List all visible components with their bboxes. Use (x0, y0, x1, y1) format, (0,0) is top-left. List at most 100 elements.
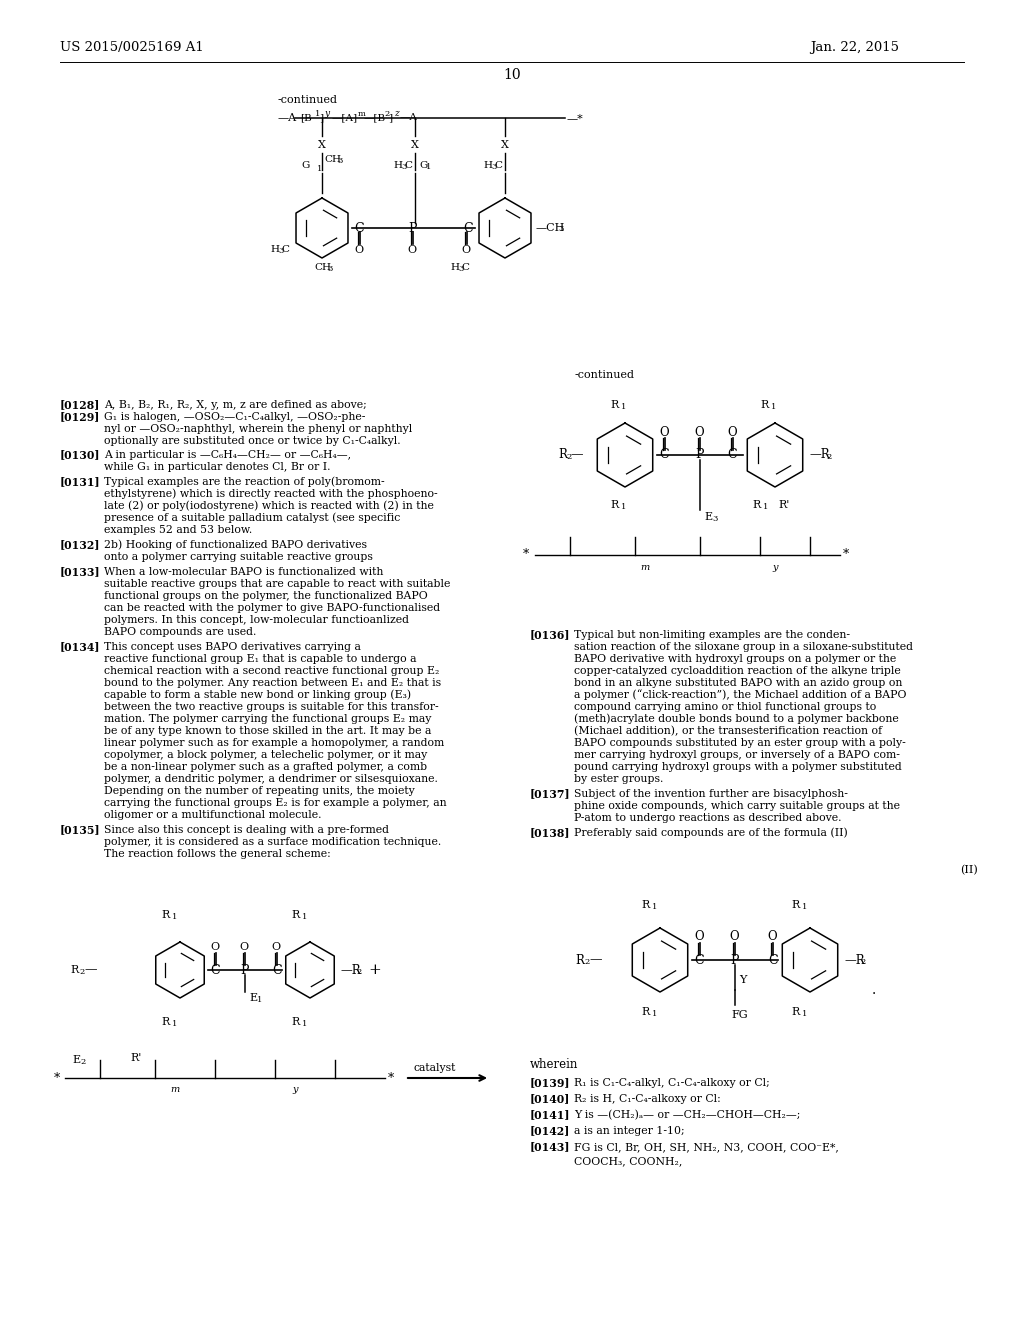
Text: —*: —* (567, 114, 584, 123)
Text: O: O (354, 246, 364, 255)
Text: *: * (843, 549, 849, 561)
Text: X: X (318, 140, 326, 150)
Text: C: C (463, 222, 473, 235)
Text: E: E (72, 1055, 80, 1065)
Text: E: E (249, 993, 257, 1003)
Text: bound to the polymer. Any reaction between E₁ and E₂ that is: bound to the polymer. Any reaction betwe… (104, 678, 441, 688)
Text: O: O (211, 942, 219, 952)
Text: 3: 3 (712, 515, 718, 523)
Text: 1: 1 (257, 997, 262, 1005)
Text: 3: 3 (490, 162, 497, 172)
Text: *: * (54, 1072, 60, 1085)
Text: O: O (694, 425, 703, 438)
Text: O: O (767, 931, 777, 944)
Text: O: O (462, 246, 471, 255)
Text: ]: ] (319, 114, 324, 123)
Text: A in particular is —C₆H₄—CH₂— or —C₆H₄—,: A in particular is —C₆H₄—CH₂— or —C₆H₄—, (104, 450, 351, 459)
Text: O: O (727, 425, 737, 438)
Text: C: C (281, 246, 289, 255)
Text: [0131]: [0131] (60, 477, 100, 487)
Text: R₂ is H, C₁-C₄-alkoxy or Cl:: R₂ is H, C₁-C₄-alkoxy or Cl: (574, 1094, 721, 1104)
Text: Typical but non-limiting examples are the conden-: Typical but non-limiting examples are th… (574, 630, 850, 640)
Text: Depending on the number of repeating units, the moiety: Depending on the number of repeating uni… (104, 785, 415, 796)
Text: H: H (393, 161, 402, 170)
Text: 3: 3 (337, 157, 342, 165)
Text: 3: 3 (401, 162, 407, 172)
Text: 2: 2 (584, 958, 589, 966)
Text: C: C (659, 449, 669, 462)
Text: 3: 3 (278, 247, 284, 255)
Text: between the two reactive groups is suitable for this transfor-: between the two reactive groups is suita… (104, 702, 438, 711)
Text: y: y (772, 562, 778, 572)
Text: 3: 3 (327, 265, 333, 273)
Text: O: O (408, 246, 417, 255)
Text: E: E (705, 512, 712, 521)
Text: —A: —A (400, 114, 418, 123)
Text: -continued: -continued (278, 95, 338, 106)
Text: 1: 1 (302, 1020, 307, 1028)
Text: [B: [B (300, 114, 311, 123)
Text: 10: 10 (503, 69, 521, 82)
Text: 1: 1 (652, 1010, 657, 1018)
Text: R: R (642, 900, 650, 909)
Text: H: H (270, 246, 279, 255)
Text: CH: CH (314, 264, 331, 272)
Text: US 2015/0025169 A1: US 2015/0025169 A1 (60, 41, 204, 54)
Text: The reaction follows the general scheme:: The reaction follows the general scheme: (104, 849, 331, 859)
Text: 1: 1 (302, 913, 307, 921)
Text: 2: 2 (566, 453, 571, 461)
Text: m: m (170, 1085, 179, 1094)
Text: oligomer or a multifunctional molecule.: oligomer or a multifunctional molecule. (104, 810, 322, 820)
Text: G: G (419, 161, 427, 170)
Text: This concept uses BAPO derivatives carrying a: This concept uses BAPO derivatives carry… (104, 642, 360, 652)
Text: Y: Y (739, 975, 746, 985)
Text: be of any type known to those skilled in the art. It may be a: be of any type known to those skilled in… (104, 726, 431, 737)
Text: catalyst: catalyst (413, 1063, 456, 1073)
Text: CH: CH (324, 156, 341, 165)
Text: polymer, a dendritic polymer, a dendrimer or silsesquioxane.: polymer, a dendritic polymer, a dendrime… (104, 774, 438, 784)
Text: C: C (272, 964, 282, 977)
Text: C: C (494, 161, 502, 170)
Text: 1: 1 (172, 1020, 177, 1028)
Text: 2b) Hooking of functionalized BAPO derivatives: 2b) Hooking of functionalized BAPO deriv… (104, 540, 367, 550)
Text: R: R (70, 965, 78, 975)
Text: [0143]: [0143] (530, 1142, 570, 1152)
Text: 1: 1 (652, 903, 657, 911)
Text: R': R' (130, 1053, 141, 1063)
Text: H: H (483, 161, 492, 170)
Text: 1: 1 (172, 913, 177, 921)
Text: O: O (271, 942, 281, 952)
Text: linear polymer such as for example a homopolymer, a random: linear polymer such as for example a hom… (104, 738, 444, 748)
Text: C: C (354, 222, 364, 235)
Text: presence of a suitable palladium catalyst (see specific: presence of a suitable palladium catalys… (104, 512, 400, 523)
Text: C: C (727, 449, 736, 462)
Text: P: P (731, 953, 739, 966)
Text: suitable reactive groups that are capable to react with suitable: suitable reactive groups that are capabl… (104, 579, 451, 589)
Text: *: * (388, 1072, 394, 1085)
Text: carrying the functional groups E₂ is for example a polymer, an: carrying the functional groups E₂ is for… (104, 799, 446, 808)
Text: by ester groups.: by ester groups. (574, 774, 664, 784)
Text: chemical reaction with a second reactive functional group E₂: chemical reaction with a second reactive… (104, 667, 439, 676)
Text: 1: 1 (802, 903, 807, 911)
Text: —R: —R (340, 964, 360, 977)
Text: 1: 1 (621, 503, 627, 511)
Text: FG is Cl, Br, OH, SH, NH₂, N3, COOH, COO⁻E*,: FG is Cl, Br, OH, SH, NH₂, N3, COOH, COO… (574, 1142, 839, 1152)
Text: sation reaction of the siloxane group in a siloxane-substituted: sation reaction of the siloxane group in… (574, 642, 913, 652)
Text: R: R (792, 1007, 800, 1016)
Text: [0130]: [0130] (60, 450, 100, 461)
Text: X: X (501, 140, 509, 150)
Text: 3: 3 (558, 224, 563, 234)
Text: Typical examples are the reaction of poly(bromom-: Typical examples are the reaction of pol… (104, 477, 385, 487)
Text: ethylstyrene) which is directly reacted with the phosphoeno-: ethylstyrene) which is directly reacted … (104, 488, 437, 499)
Text: late (2) or poly(iodostyrene) which is reacted with (2) in the: late (2) or poly(iodostyrene) which is r… (104, 500, 434, 511)
Text: 1: 1 (802, 1010, 807, 1018)
Text: ]: ] (388, 114, 392, 123)
Text: [0135]: [0135] (60, 825, 100, 836)
Text: m: m (358, 110, 366, 117)
Text: y: y (292, 1085, 298, 1094)
Text: —CH: —CH (536, 223, 565, 234)
Text: [0142]: [0142] (530, 1126, 570, 1137)
Text: P: P (241, 964, 249, 977)
Text: y: y (324, 110, 329, 119)
Text: R: R (292, 909, 300, 920)
